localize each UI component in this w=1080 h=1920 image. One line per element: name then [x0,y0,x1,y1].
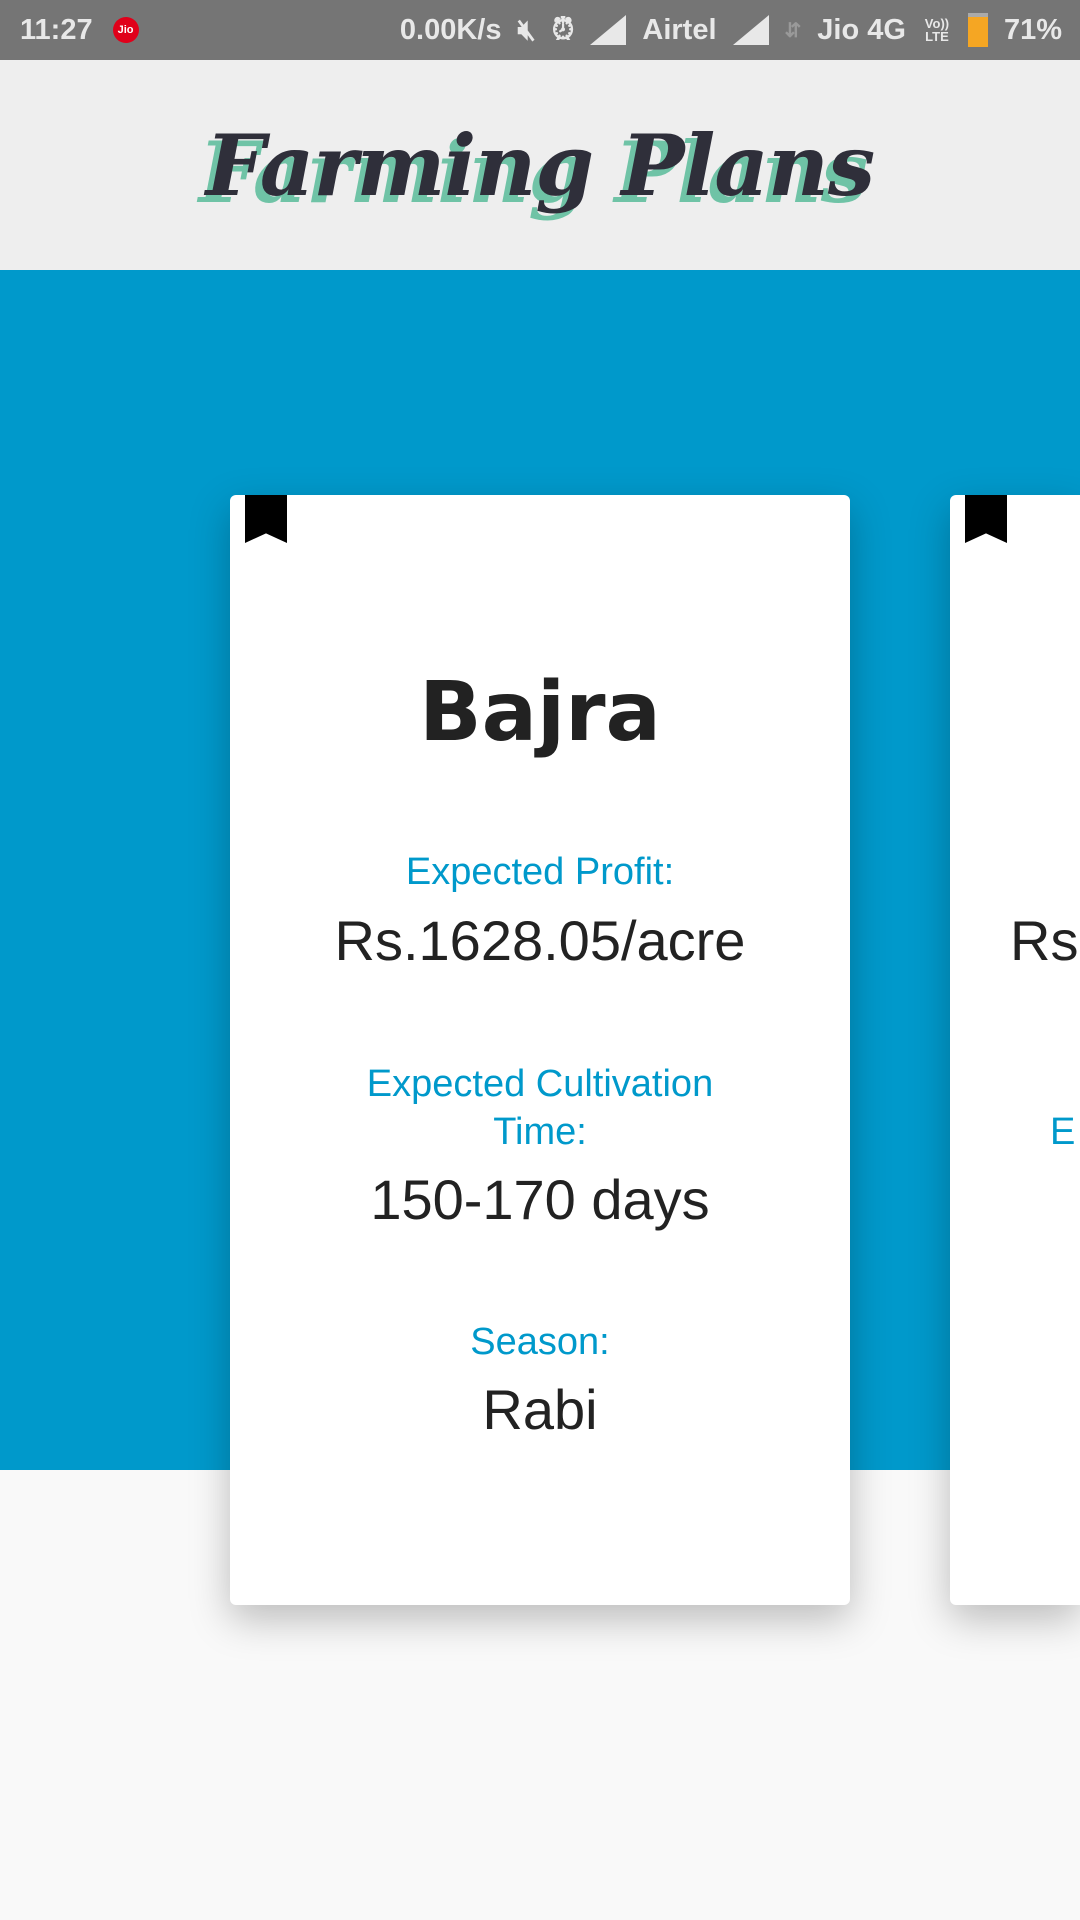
alarm-icon: ⏰︎ [551,13,575,46]
signal-icon [590,15,627,45]
bookmark-icon[interactable] [245,495,287,543]
season-value: Rabi [482,1378,598,1441]
cultivation-label-fragment: E [1050,1111,1076,1153]
profit-value: Rs.1628.05/acre [334,909,746,972]
app-header: Farming Plans [0,60,1080,270]
volte-icon: Vo)) LTE [924,16,950,44]
data-arrows-icon: ⇵ [784,19,802,42]
carrier-2: Jio 4G [817,13,906,46]
mute-icon: 🔇︎ [517,13,536,46]
clock: 11:27 [20,13,93,46]
battery-percent: 71% [1003,13,1062,46]
network-speed: 0.00K/s [399,13,502,46]
status-bar: 11:27 Jio 0.00K/s 🔇︎ ⏰︎ Airtel ⇵ Jio 4G … [0,0,1080,60]
crop-card-next[interactable]: Rs E [950,495,1080,1605]
crop-name: Bajra [419,665,661,760]
cultivation-time-label: Expected Cultivation Time: [366,1063,714,1153]
profit-value-fragment: Rs [1010,909,1079,972]
bookmark-icon[interactable] [965,495,1007,543]
battery-icon [967,13,988,47]
profit-label: Expected Profit: [405,851,675,893]
crop-card[interactable]: Bajra Expected Profit: Rs.1628.05/acre E… [230,495,850,1605]
signal-icon-2 [732,15,769,45]
jio-notification-icon: Jio [112,17,139,43]
cultivation-time-value: 150-170 days [370,1168,710,1231]
app-logo: Farming Plans [205,115,875,215]
carrier-1: Airtel [642,13,717,46]
season-label: Season: [470,1321,610,1363]
